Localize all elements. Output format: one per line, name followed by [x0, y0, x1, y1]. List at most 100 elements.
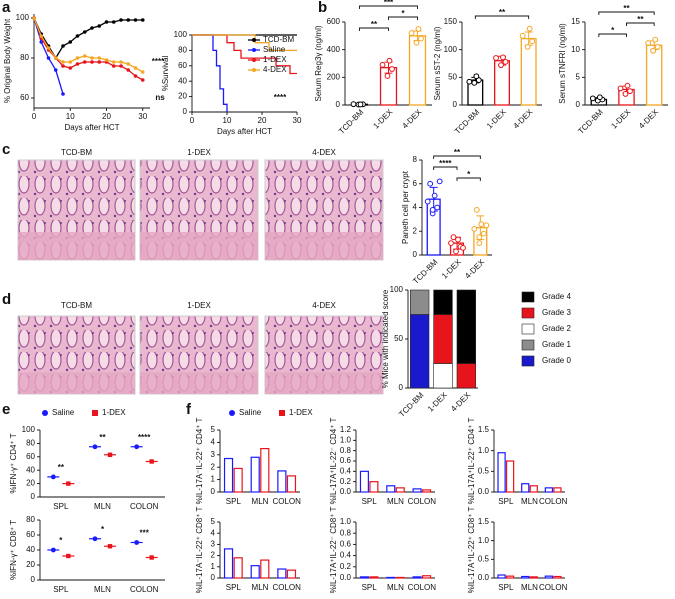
point [654, 44, 661, 50]
significance: ** [637, 15, 644, 24]
tissue-base [18, 232, 135, 260]
bar [497, 574, 506, 579]
y-tick-label: 2 [211, 462, 216, 471]
point [140, 78, 145, 82]
point [111, 64, 116, 68]
bar [233, 557, 243, 579]
y-tick-label: 100 [390, 285, 404, 294]
legend-marker [279, 410, 285, 416]
y-axis-label: %Survival [161, 56, 170, 92]
x-tick-label: SPL [53, 585, 69, 594]
bar [359, 576, 369, 579]
point [652, 36, 659, 43]
y-tick-label: 150 [444, 17, 458, 26]
point [92, 536, 98, 542]
point [82, 60, 87, 64]
x-tick-label: MLN [387, 583, 404, 592]
x-tick-label: 4-DEX [637, 107, 660, 130]
point [133, 74, 138, 78]
y-tick-label: 5 [576, 72, 581, 81]
bar-segment [433, 363, 453, 389]
y-tick-label: 20 [178, 92, 187, 101]
bar [260, 448, 270, 493]
y-tick-label: 600 [327, 17, 341, 26]
y-tick-label: 80 [178, 46, 187, 55]
point [111, 60, 116, 64]
point [82, 30, 87, 34]
point [134, 444, 140, 450]
bar [422, 489, 432, 493]
x-tick-label: SPL [498, 583, 514, 592]
point [50, 474, 56, 480]
y-tick-label: 200 [327, 72, 341, 81]
bar [369, 481, 379, 493]
legend-marker [252, 38, 256, 42]
tissue-base [265, 372, 383, 394]
point [68, 66, 73, 70]
point [133, 18, 138, 22]
point [39, 34, 44, 38]
y-tick-label: 0 [413, 250, 418, 259]
panel-letter: e [2, 401, 10, 418]
bracket [359, 27, 389, 31]
y-axis-label: %IL-17A⁻IL-22⁺ CD4⁺ T [195, 418, 204, 505]
bar [497, 452, 506, 493]
panel-letter: d [2, 291, 11, 308]
legend-label: Grade 0 [542, 356, 571, 365]
x-tick-label: SPL [53, 502, 69, 511]
x-tick-label: 1-DEX [371, 107, 394, 130]
point [476, 240, 483, 247]
bar [412, 576, 422, 579]
significance: ** [99, 433, 106, 442]
point [134, 540, 140, 545]
y-tick-label: 15 [571, 17, 580, 26]
y-tick-label: 0.8 [340, 446, 352, 455]
tissue-base [18, 372, 135, 394]
bar-segment [456, 363, 476, 389]
annotation: ns [155, 93, 165, 102]
legend-label: TCD-BM [263, 35, 294, 44]
y-tick-label: 1.0 [340, 517, 352, 526]
x-tick-label: 30 [293, 116, 302, 125]
significance: * [611, 26, 615, 35]
image-label: 1-DEX [187, 301, 211, 310]
x-tick-label: 1-DEX [485, 107, 508, 130]
y-tick-label: 50 [394, 334, 403, 343]
y-axis-label: Serum sTNFRI (ng/ml) [558, 23, 567, 104]
significance: ** [499, 8, 506, 17]
x-tick-label: 30 [138, 112, 147, 121]
bar [250, 565, 260, 579]
y-tick-label: 1.5 [478, 517, 490, 526]
bar [544, 575, 554, 579]
point [75, 62, 80, 66]
x-tick-label: COLON [539, 497, 568, 506]
point [350, 101, 357, 108]
bar [250, 456, 260, 493]
point [384, 73, 391, 79]
point [61, 64, 65, 68]
x-tick-label: MLN [252, 583, 269, 592]
series-line [33, 17, 144, 73]
point [480, 230, 487, 237]
point [75, 56, 80, 60]
point [82, 54, 87, 58]
point [61, 60, 65, 64]
x-tick-label: TCD-BM [397, 390, 426, 419]
bar [544, 487, 554, 493]
point [429, 206, 436, 213]
point [386, 57, 393, 64]
y-tick-label: 80 [20, 53, 29, 62]
bracket [626, 22, 655, 26]
series-line [192, 34, 297, 52]
panel-letter: b [318, 0, 327, 16]
x-tick-label: SPL [362, 497, 378, 506]
point [424, 198, 431, 205]
point [455, 236, 461, 243]
legend-label: Saline [52, 408, 75, 417]
y-tick-label: 0 [453, 100, 458, 109]
point [589, 95, 596, 102]
bracket [474, 15, 530, 19]
x-tick-label: SPL [498, 497, 514, 506]
y-tick-label: 6 [413, 179, 418, 188]
